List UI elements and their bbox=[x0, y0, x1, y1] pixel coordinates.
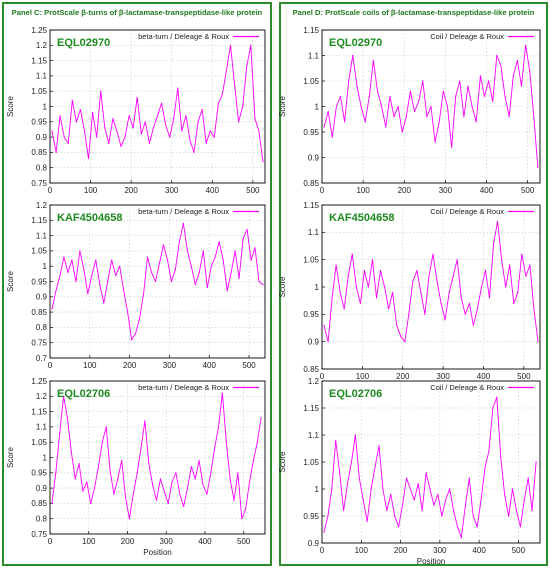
panel-c-title: Panel C: ProtScale β-turns of β-lactamas… bbox=[11, 8, 263, 17]
panel-d-title: Panel D: ProtScale coils of β-lactamase-… bbox=[292, 8, 535, 17]
panel-d: Panel D: ProtScale coils of β-lactamase-… bbox=[279, 2, 548, 566]
panel-c: Panel C: ProtScale β-turns of β-lactamas… bbox=[2, 2, 272, 566]
